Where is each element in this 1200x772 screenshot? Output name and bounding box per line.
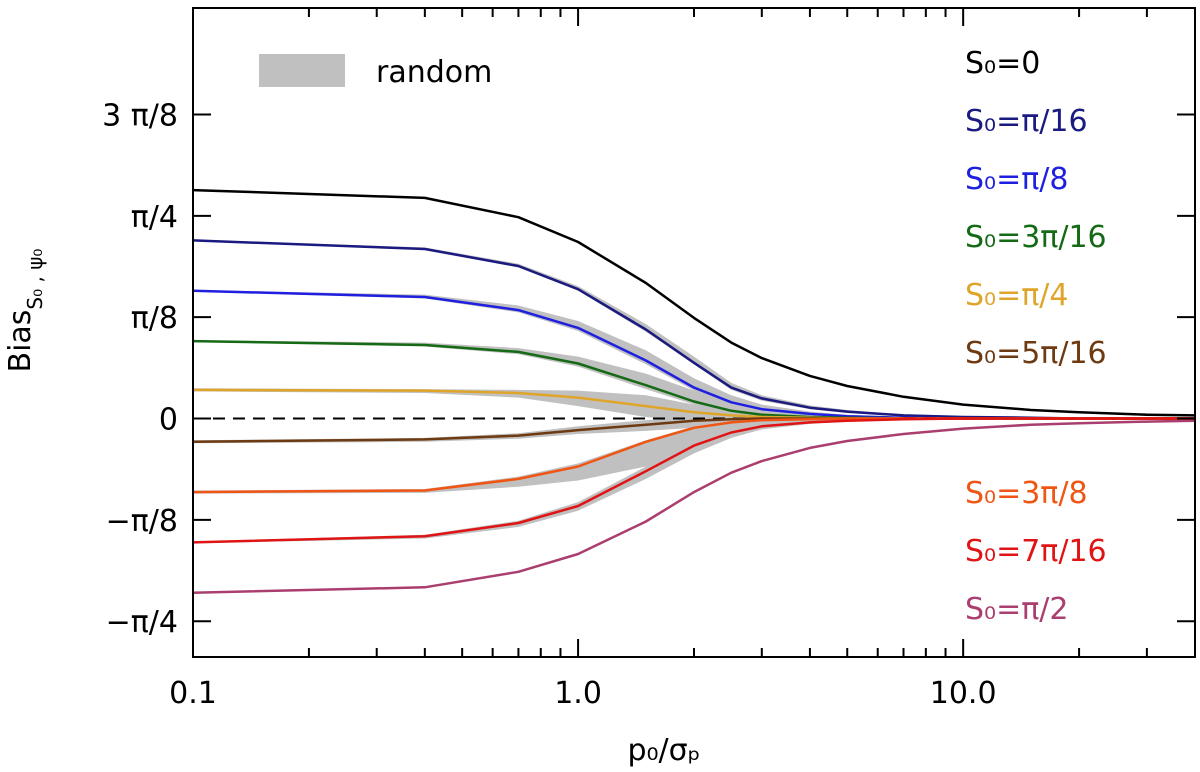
legend: random S₀=0 S₀=π/16 S₀=π/8 S₀=3π/16 S₀=π/4 S₀=…	[259, 46, 1107, 627]
series-line-0	[192, 188, 1196, 417]
legend-entry: S₀=5π/16	[965, 336, 1107, 371]
y-tick-label: 0	[159, 403, 178, 438]
random-legend-swatch	[259, 54, 345, 87]
x-tick-label: 0.1	[169, 676, 217, 711]
y-axis-subscript: S₀ , ψ₀	[23, 249, 47, 310]
random-band-5	[193, 418, 1195, 494]
x-axis-title: p₀/σₚ	[627, 733, 700, 768]
y-axis-title: BiasS₀ , ψ₀	[3, 249, 47, 373]
y-tick-label: −π/4	[106, 605, 178, 640]
y-tick-label: 3 π/8	[102, 98, 178, 133]
random-band-6	[193, 418, 1195, 544]
series-lines	[192, 188, 1196, 594]
y-tick-label: π/4	[131, 200, 178, 235]
y-tick-label: −π/8	[106, 504, 178, 539]
legend-entry: S₀=π/4	[965, 278, 1068, 313]
random-band-3	[193, 388, 1195, 422]
random-band-2	[193, 340, 1195, 419]
random-legend-label: random	[376, 55, 492, 90]
legend-entry: S₀=π/8	[965, 162, 1068, 197]
x-tick-label: 10.0	[930, 676, 997, 711]
tick-labels: 0.1 1.0 10.0 −π/4 −π/8 0 π/8 π/4 3 π/8	[102, 98, 996, 711]
x-tick-label: 1.0	[554, 676, 602, 711]
plot-frame	[192, 7, 1196, 658]
legend-entry: S₀=π/16	[965, 104, 1088, 139]
legend-entry: S₀=7π/16	[965, 534, 1107, 569]
y-tick-label: π/8	[131, 301, 178, 336]
legend-entry: S₀=3π/8	[965, 476, 1088, 511]
legend-entry: S₀=0	[965, 46, 1040, 81]
legend-entry: S₀=3π/16	[965, 220, 1107, 255]
legend-entry: S₀=π/2	[965, 592, 1068, 627]
series-line-8	[192, 419, 1196, 594]
